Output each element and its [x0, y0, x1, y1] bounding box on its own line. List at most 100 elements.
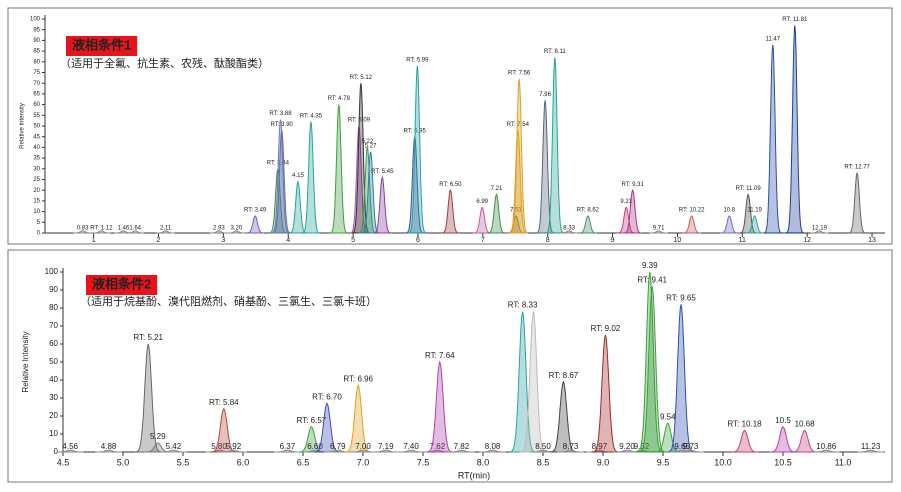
- peak: [313, 402, 341, 453]
- peak: [557, 449, 584, 453]
- peak: [763, 44, 782, 234]
- peak-label: RT: 3.49: [244, 207, 267, 213]
- peak: [397, 449, 425, 453]
- peak-label: 7.96: [539, 92, 551, 98]
- y-tick-label: 90: [49, 285, 58, 294]
- peak-label: RT: 5.84: [209, 398, 239, 407]
- peak: [509, 311, 537, 453]
- peak-label: 3.20: [231, 226, 243, 232]
- peak: [426, 360, 454, 453]
- peak-label: 10.5: [775, 416, 791, 425]
- peak: [578, 215, 597, 234]
- peak-label: 9.71: [653, 226, 665, 232]
- peak: [731, 429, 758, 453]
- x-tick-label: 6: [416, 237, 420, 244]
- peak: [227, 230, 246, 234]
- peak: [623, 188, 642, 234]
- y-axis-label: Relative Intensity: [21, 332, 30, 393]
- peak: [361, 151, 380, 234]
- peak-label: RT: 6.50: [439, 182, 462, 188]
- peak: [812, 449, 840, 453]
- peak-label: 9.32: [634, 442, 650, 451]
- peak: [510, 78, 529, 234]
- peak: [487, 193, 506, 234]
- peak: [535, 100, 555, 234]
- peak: [210, 407, 238, 453]
- x-tick-label: 5.5: [177, 457, 190, 467]
- x-tick-label: 1: [92, 237, 96, 244]
- peak-label: 8.50: [535, 442, 551, 451]
- peak-label: 10.86: [816, 442, 837, 451]
- peak-label: 0.83: [77, 226, 89, 232]
- y-tick-label: 15: [33, 198, 40, 204]
- y-tick-label: 50: [33, 124, 40, 130]
- x-tick-label: 7: [481, 237, 485, 244]
- peak: [560, 230, 579, 234]
- peak-label: RT: 12.77: [844, 165, 870, 171]
- peak: [638, 286, 666, 453]
- x-tick-label: 13: [868, 237, 876, 244]
- peak-label: 6.79: [330, 442, 346, 451]
- x-tick-label: 7.0: [357, 457, 370, 467]
- y-tick-label: 30: [33, 166, 40, 172]
- y-tick-label: 30: [49, 393, 58, 402]
- x-tick-label: 8.5: [537, 457, 550, 467]
- peak: [373, 175, 392, 234]
- peak-label: 6.37: [280, 442, 296, 451]
- peak: [667, 304, 695, 453]
- peak-label: 5.27: [365, 143, 377, 149]
- peak-label: 8.97: [592, 442, 608, 451]
- y-tick-label: 70: [49, 321, 58, 330]
- y-tick-label: 80: [49, 303, 58, 312]
- peak-label: RT: 8.33: [508, 301, 538, 310]
- peak-label: RT: 5.45: [371, 169, 394, 175]
- peak-label: 9.54: [660, 412, 676, 421]
- y-tick-label: 10: [33, 209, 40, 215]
- peak-label: RT: 4.35: [300, 113, 323, 119]
- peak-label: 9.73: [683, 442, 699, 451]
- annotation-badge: [86, 275, 158, 295]
- x-tick-label: 2: [157, 237, 161, 244]
- peak-label: 6.99: [476, 199, 488, 205]
- annotation-text: （适用于全氟、抗生素、农残、酞酸酯类）: [60, 56, 269, 70]
- peak-label: RT: 5.99: [406, 58, 429, 64]
- peak-label: 8.73: [563, 442, 579, 451]
- peak: [246, 215, 265, 234]
- peak-label: RT: 9.31: [622, 182, 645, 188]
- peak-label: 1.64: [129, 226, 141, 232]
- peak-label: RT: 10.18: [728, 420, 763, 429]
- peak: [720, 215, 739, 234]
- peak-label: 11.23: [861, 442, 881, 451]
- peak-label: 10.68: [795, 420, 816, 429]
- peak: [372, 449, 400, 453]
- x-tick-label: 10: [674, 237, 682, 244]
- y-tick-label: 55: [33, 113, 40, 119]
- peak-label: RT: 3.90: [271, 122, 294, 128]
- peak-label: RT: 9.02: [591, 324, 621, 333]
- peak-label: RT: 11.09: [736, 186, 762, 192]
- peak: [73, 230, 92, 234]
- y-tick-label: 10: [49, 429, 58, 438]
- peak-label: 7.82: [454, 442, 470, 451]
- y-tick-label: 95: [33, 27, 40, 33]
- peak-label: RT: 7.54: [507, 122, 530, 128]
- peak-label: 5.92: [226, 442, 242, 451]
- peak: [271, 119, 290, 234]
- peak: [810, 230, 829, 234]
- y-tick-label: 25: [33, 177, 40, 183]
- peak: [591, 334, 619, 453]
- peak: [301, 121, 321, 234]
- y-axis-label: Relative Intensity: [20, 103, 26, 149]
- peak: [351, 83, 370, 234]
- x-tick-label: 4.5: [57, 457, 70, 467]
- y-tick-label: 70: [33, 81, 40, 87]
- x-tick-label: 9.0: [597, 457, 610, 467]
- peak-label: RT: 3.88: [269, 111, 292, 117]
- peak-label: 5.22: [362, 139, 374, 145]
- x-tick-label: 3: [221, 237, 225, 244]
- peak-label: 11.47: [765, 36, 780, 42]
- peak: [519, 311, 547, 453]
- y-tick-label: 75: [33, 70, 40, 76]
- peak-label: 7.51: [510, 207, 522, 213]
- peak: [649, 230, 668, 234]
